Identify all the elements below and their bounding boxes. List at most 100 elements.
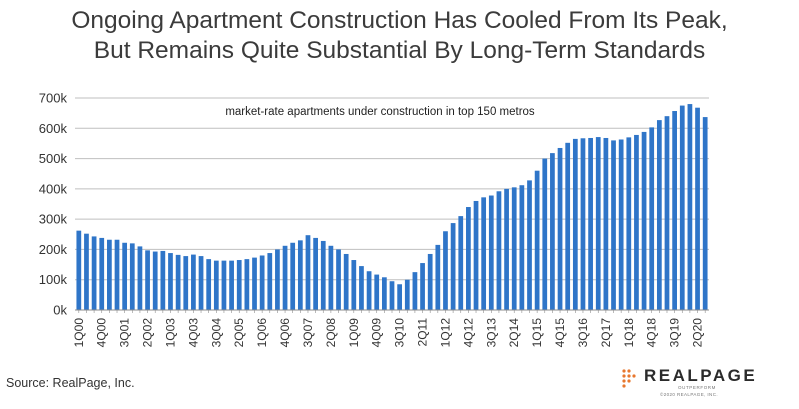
bar-3Q15 — [550, 153, 555, 310]
bar-3Q11 — [427, 253, 433, 310]
x-tick-label: 3Q01 — [118, 318, 132, 348]
y-tick-label: 0k — [53, 303, 67, 318]
gridlines — [75, 97, 709, 281]
bar-1Q10 — [381, 277, 387, 310]
bar-4Q02 — [160, 250, 166, 310]
chart-title-line-1: Ongoing Apartment Construction Has Coole… — [71, 7, 728, 34]
bar-4Q03 — [191, 254, 196, 310]
bar-2Q00 — [84, 233, 89, 310]
x-tick-label: 3Q13 — [484, 318, 498, 348]
bar-2Q09 — [359, 266, 364, 310]
logo-tagline: OUTPERFORM — [678, 385, 716, 390]
bar-4Q17 — [618, 139, 624, 310]
source-note: Source: RealPage, Inc. — [6, 376, 135, 390]
bar-3Q07 — [305, 235, 311, 310]
bar-2Q07 — [297, 240, 303, 310]
chart-title: Ongoing Apartment Construction Has Coole… — [0, 6, 799, 66]
bar-3Q20 — [702, 117, 708, 310]
bar-3Q09 — [366, 271, 372, 310]
bar-3Q18 — [641, 131, 647, 310]
x-tick-label: 2Q20 — [691, 318, 705, 348]
y-tick-label: 400k — [39, 181, 68, 196]
x-tick-label: 4Q00 — [95, 318, 109, 348]
bar-3Q08 — [336, 249, 341, 310]
bar-2Q03 — [175, 254, 181, 310]
bar-2Q01 — [114, 239, 120, 310]
bar-2Q19 — [664, 116, 670, 310]
bar-4Q05 — [252, 257, 257, 310]
bar-4Q07 — [313, 237, 318, 310]
x-tick-label: 3Q10 — [393, 318, 407, 348]
bar-1Q04 — [198, 256, 204, 310]
bar-1Q07 — [290, 242, 296, 310]
bar-2Q04 — [206, 259, 212, 310]
bar-4Q10 — [404, 279, 410, 310]
y-tick-label: 600k — [39, 121, 68, 136]
x-tick-label: 4Q18 — [645, 318, 659, 348]
bar-2Q12 — [450, 223, 456, 310]
bar-3Q17 — [611, 140, 616, 310]
bar-1Q09 — [351, 260, 357, 310]
realpage-logo: REALPAGE OUTPERFORM ©2020 REALPAGE, INC. — [618, 364, 768, 398]
bar-1Q19 — [656, 120, 662, 310]
bar-3Q00 — [91, 236, 97, 310]
logo-copyright: ©2020 REALPAGE, INC. — [660, 392, 719, 397]
bar-3Q04 — [213, 260, 219, 310]
chart-annotation: market-rate apartments under constructio… — [225, 106, 535, 118]
bar-3Q03 — [183, 256, 189, 310]
bar-4Q19 — [679, 105, 685, 310]
bar-3Q13 — [488, 195, 494, 310]
x-tick-label: 1Q06 — [255, 318, 269, 348]
bar-2Q02 — [145, 250, 150, 310]
x-tick-label: 2Q05 — [232, 318, 246, 348]
bar-1Q12 — [443, 231, 448, 310]
bar-3Q05 — [244, 259, 250, 310]
bar-4Q09 — [374, 274, 380, 310]
y-tick-label: 300k — [39, 212, 68, 227]
x-tick-label: 2Q11 — [416, 318, 430, 347]
bar-4Q12 — [466, 207, 471, 310]
x-tick-label: 4Q06 — [278, 318, 292, 348]
bar-2Q08 — [328, 245, 334, 310]
bar-1Q16 — [565, 142, 571, 310]
bar-1Q02 — [137, 246, 143, 310]
bar-4Q08 — [343, 253, 349, 310]
bar-3Q01 — [122, 242, 128, 310]
bar-1Q08 — [320, 240, 326, 310]
x-tick-label: 1Q09 — [347, 318, 361, 348]
bar-2Q17 — [603, 137, 609, 310]
logo-wordmark: REALPAGE — [644, 366, 758, 385]
bar-1Q20 — [687, 104, 693, 310]
bar-2Q11 — [420, 263, 425, 310]
bar-3Q02 — [152, 251, 158, 310]
bar-4Q00 — [99, 237, 105, 310]
bar-3Q06 — [275, 249, 280, 310]
x-tick-label: 2Q08 — [324, 318, 338, 348]
bar-1Q01 — [107, 239, 112, 310]
x-tick-label: 1Q03 — [163, 318, 177, 348]
bar-3Q14 — [519, 185, 525, 310]
x-tick-label: 1Q18 — [622, 318, 636, 348]
chart-title-line-2: But Remains Quite Substantial By Long-Te… — [93, 37, 706, 64]
bar-2Q13 — [481, 197, 487, 310]
realpage-logo-icon — [622, 369, 636, 388]
bar-4Q04 — [221, 260, 227, 310]
bar-2Q14 — [511, 187, 517, 310]
bar-3Q12 — [458, 216, 464, 310]
bar-2Q06 — [267, 253, 273, 310]
x-tick-label: 4Q09 — [370, 318, 384, 348]
bar-2Q15 — [542, 158, 548, 310]
x-tick-label: 3Q04 — [209, 318, 223, 348]
x-tick-label: 4Q15 — [553, 318, 567, 348]
x-tick-label: 2Q14 — [507, 318, 521, 348]
bar-3Q16 — [580, 138, 586, 310]
bar-4Q06 — [282, 245, 288, 310]
bar-3Q10 — [397, 284, 403, 310]
bar-1Q17 — [595, 137, 601, 310]
x-tick-label: 1Q12 — [438, 318, 452, 348]
y-tick-label: 700k — [39, 91, 68, 106]
bar-2Q16 — [572, 138, 578, 310]
axes: 0k 100k 200k 300k 400k 500k 600k 700k 1Q00 4Q00 3Q… — [39, 91, 709, 348]
bar-2Q20 — [695, 107, 700, 310]
bar-4Q13 — [496, 191, 502, 310]
